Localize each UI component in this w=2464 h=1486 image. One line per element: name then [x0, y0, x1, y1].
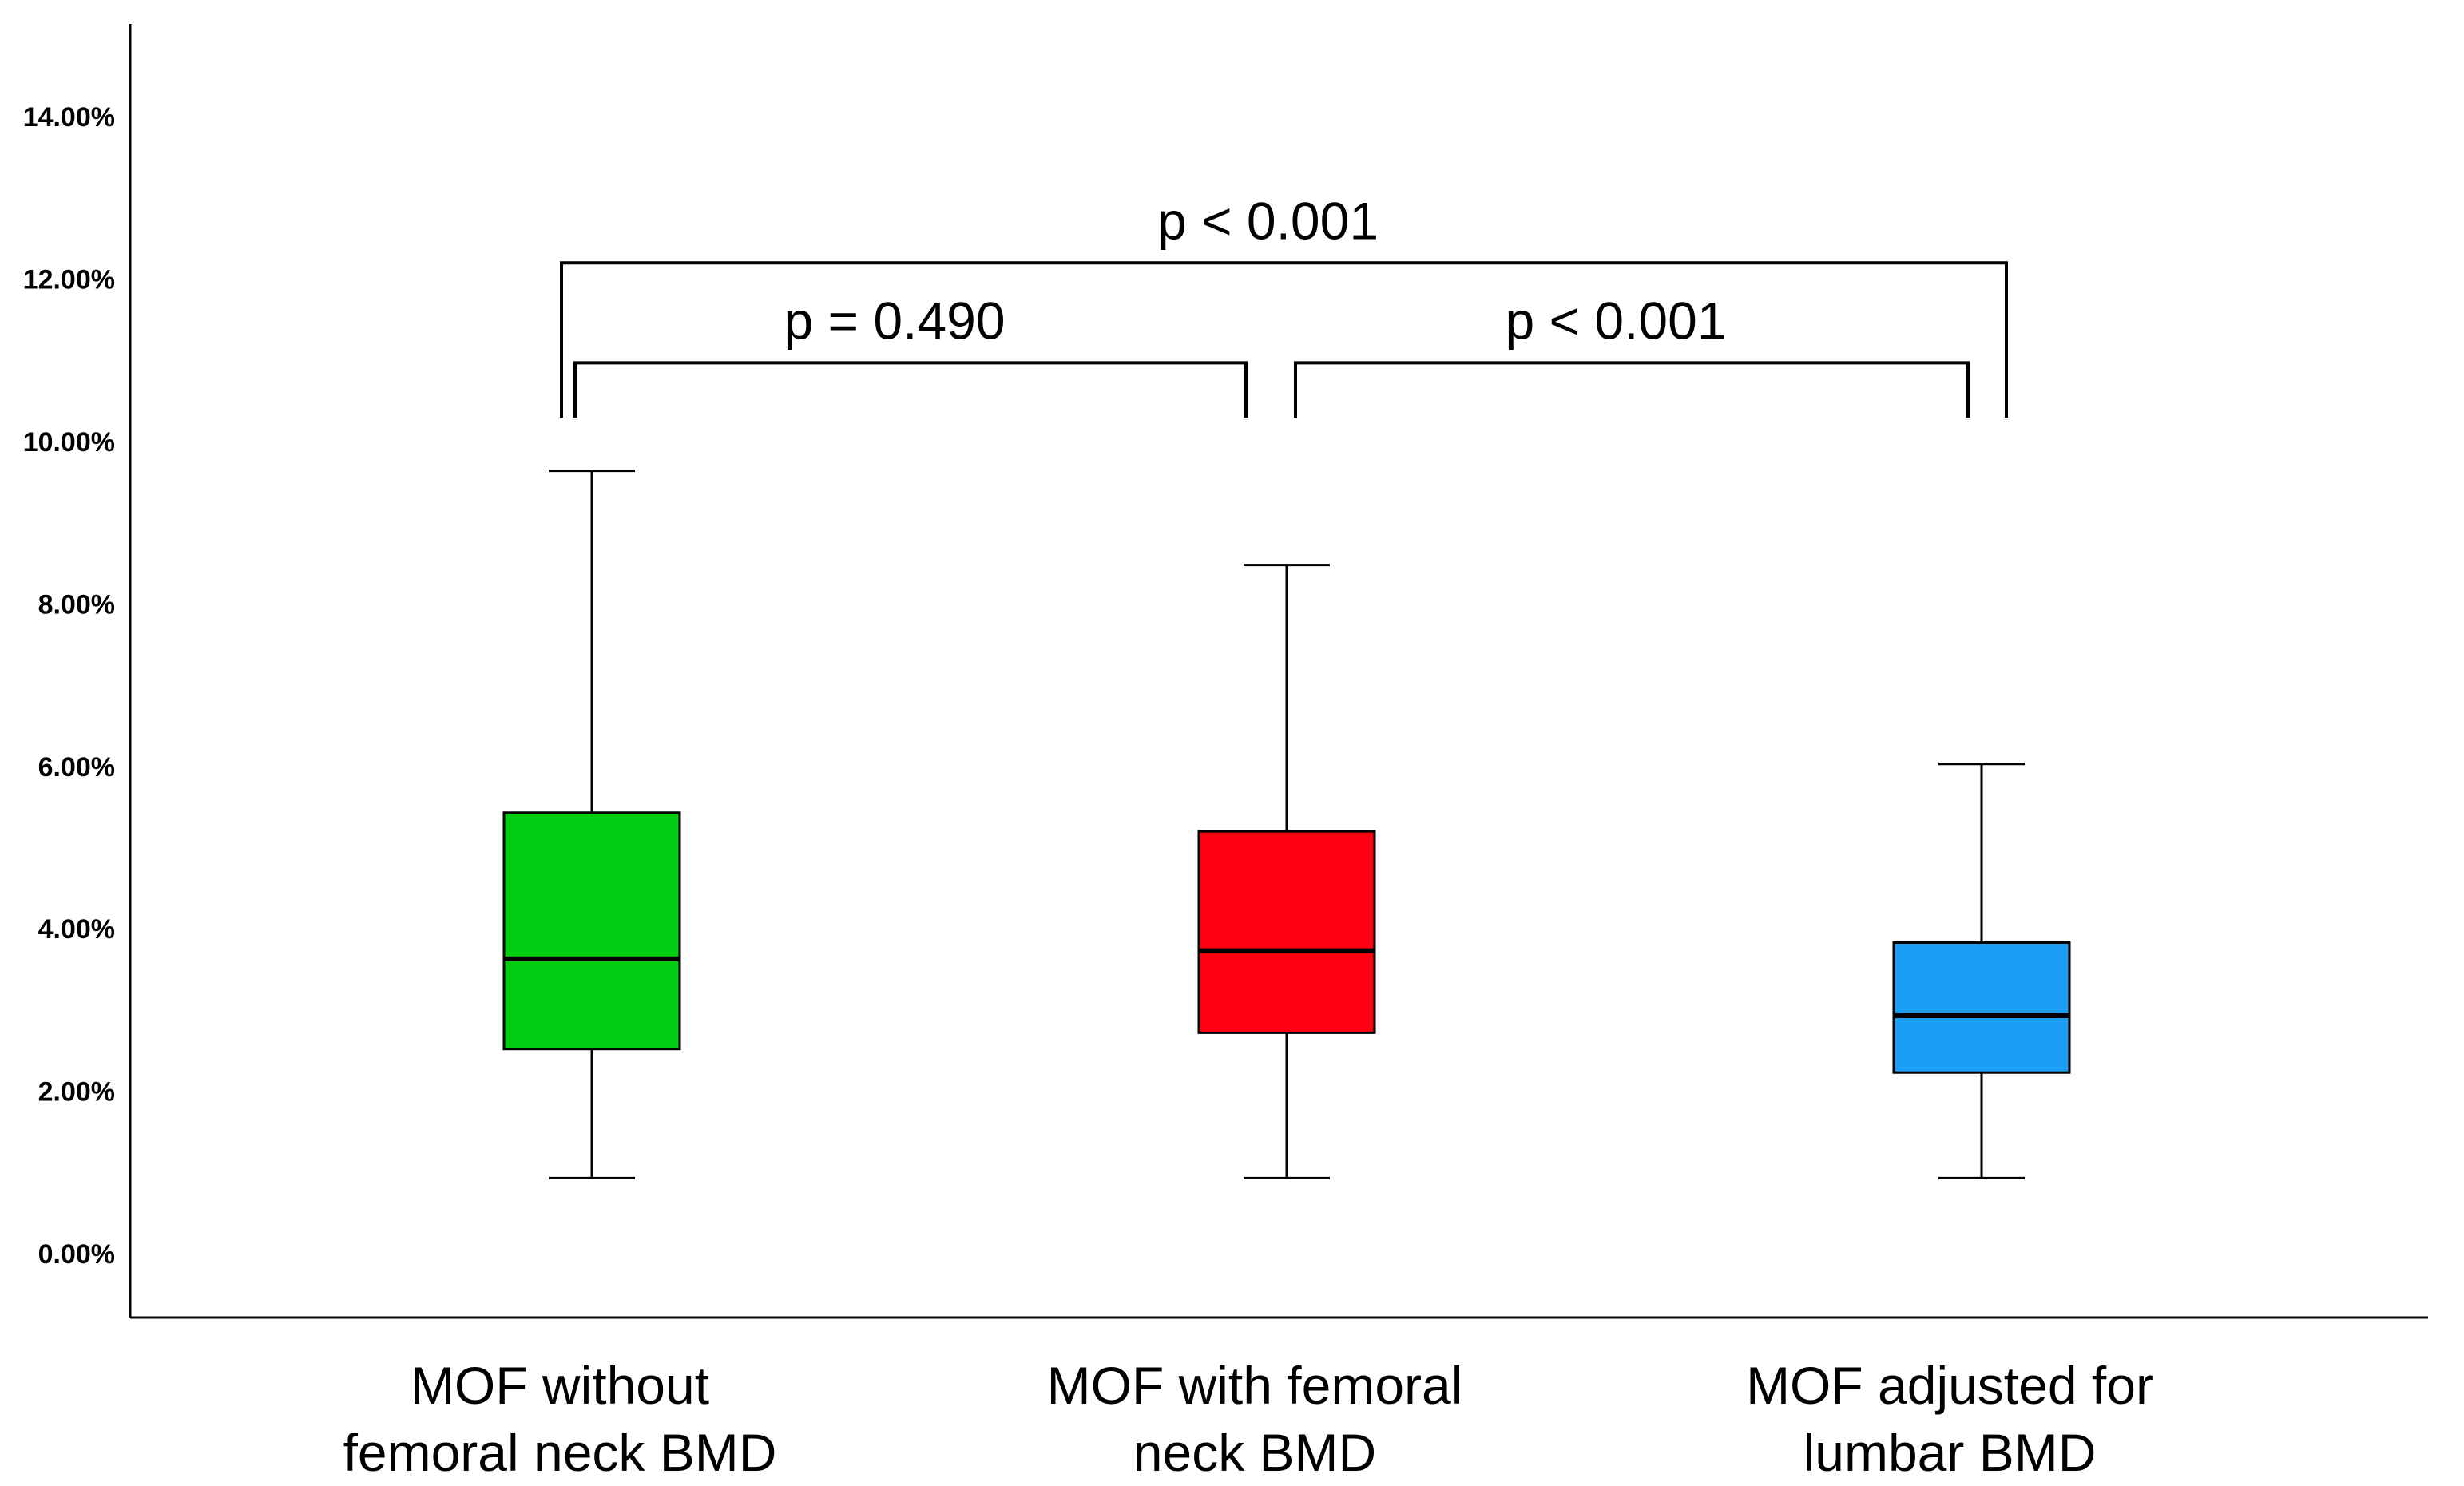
- bracket-line: [560, 261, 2008, 418]
- y-tick-labels: 0.00% 2.00% 4.00% 6.00% 8.00% 10.00% 12.00% 14.…: [23, 102, 115, 1270]
- category-label-line: MOF adjusted for: [1746, 1356, 2153, 1415]
- category-label-line: MOF without: [411, 1356, 709, 1415]
- category-labels: MOF without femoral neck BMD MOF with femo…: [343, 1356, 2153, 1482]
- y-tick-label: 2.00%: [38, 1077, 115, 1108]
- y-tick-label: 6.00%: [38, 752, 115, 783]
- significance-bracket: p < 0.001: [560, 191, 2008, 418]
- mof-without-fn-box-group: [502, 470, 681, 1179]
- y-tick-label: 12.00%: [23, 265, 115, 295]
- category-label-line: neck BMD: [1133, 1423, 1376, 1482]
- significance-bracket: p < 0.001: [1294, 291, 1970, 418]
- mof-with-fn-box-group: [1197, 564, 1376, 1179]
- axes: [129, 24, 2428, 1319]
- iqr-box: [502, 811, 681, 1051]
- bracket-line: [573, 361, 1248, 418]
- y-tick-label: 8.00%: [38, 589, 115, 620]
- p-value-label: p = 0.490: [784, 291, 1005, 350]
- significance-brackets: p < 0.001 p = 0.490 p < 0.001: [560, 191, 2008, 418]
- significance-bracket: p = 0.490: [573, 291, 1248, 418]
- p-value-label: p < 0.001: [1157, 191, 1379, 250]
- boxes: [502, 470, 2071, 1179]
- y-tick-label: 4.00%: [38, 914, 115, 945]
- bracket-line: [1294, 361, 1970, 418]
- y-tick-label: 0.00%: [38, 1239, 115, 1270]
- category-label-line: lumbar BMD: [1803, 1423, 2097, 1482]
- category-label-line: MOF with femoral: [1047, 1356, 1463, 1415]
- mof-adjusted-lumbar-box-group: [1892, 763, 2071, 1179]
- category-label-line: femoral neck BMD: [343, 1423, 777, 1482]
- iqr-box: [1197, 830, 1376, 1034]
- iqr-box: [1892, 941, 2071, 1074]
- y-tick-label: 14.00%: [23, 102, 115, 133]
- p-value-label: p < 0.001: [1505, 291, 1726, 350]
- y-tick-label: 10.00%: [23, 427, 115, 458]
